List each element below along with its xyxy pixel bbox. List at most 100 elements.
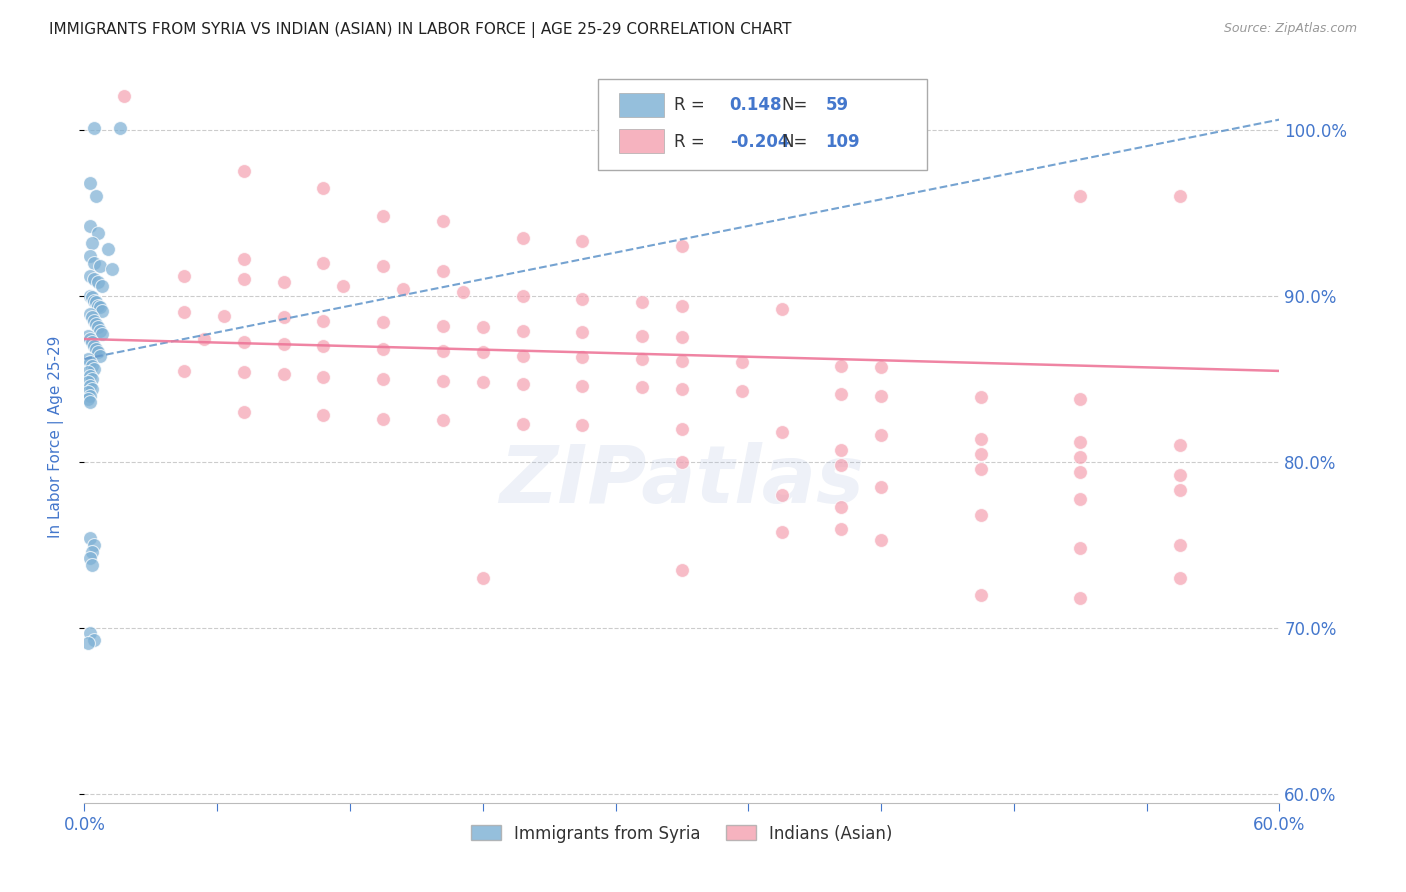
Point bbox=[432, 374, 454, 388]
Point bbox=[432, 318, 454, 333]
Point bbox=[970, 508, 993, 523]
Point bbox=[83, 314, 105, 328]
Point bbox=[1168, 438, 1191, 452]
Point bbox=[870, 360, 893, 375]
Point bbox=[83, 120, 105, 135]
Point bbox=[671, 382, 693, 396]
Point bbox=[77, 385, 100, 400]
Point bbox=[1069, 465, 1091, 479]
Point bbox=[273, 276, 295, 290]
Point bbox=[671, 563, 693, 577]
Point bbox=[631, 380, 654, 394]
Point bbox=[830, 387, 852, 401]
Point bbox=[212, 309, 235, 323]
Point bbox=[193, 332, 215, 346]
Point bbox=[373, 412, 395, 426]
Point bbox=[571, 234, 593, 248]
Point bbox=[830, 359, 852, 373]
Point bbox=[512, 289, 534, 303]
Point bbox=[512, 417, 534, 431]
Point bbox=[173, 268, 195, 283]
Point bbox=[471, 375, 494, 389]
Text: ZIPatlas: ZIPatlas bbox=[499, 442, 865, 520]
Point bbox=[671, 239, 693, 253]
Text: R =: R = bbox=[673, 96, 710, 114]
Point bbox=[432, 413, 454, 427]
Point bbox=[79, 551, 101, 566]
Text: Source: ZipAtlas.com: Source: ZipAtlas.com bbox=[1223, 22, 1357, 36]
Point bbox=[273, 367, 295, 381]
Point bbox=[770, 425, 793, 439]
Point bbox=[77, 351, 100, 366]
Point bbox=[373, 259, 395, 273]
Point bbox=[173, 363, 195, 377]
Point bbox=[79, 368, 101, 383]
Point bbox=[232, 335, 254, 350]
Point bbox=[1069, 541, 1091, 556]
Point bbox=[970, 432, 993, 446]
Point bbox=[1168, 483, 1191, 498]
Point bbox=[79, 289, 101, 303]
Point bbox=[83, 255, 105, 269]
Point bbox=[1168, 468, 1191, 483]
Point bbox=[432, 343, 454, 358]
Point bbox=[79, 378, 101, 392]
Point bbox=[970, 447, 993, 461]
Point bbox=[830, 521, 852, 535]
Point bbox=[870, 428, 893, 442]
Point bbox=[631, 295, 654, 310]
Point bbox=[87, 345, 110, 359]
Point bbox=[86, 342, 108, 356]
Point bbox=[1069, 189, 1091, 203]
Text: N=: N= bbox=[782, 133, 807, 151]
Point bbox=[77, 365, 100, 379]
Point bbox=[83, 338, 105, 352]
Point bbox=[83, 362, 105, 376]
Point bbox=[671, 330, 693, 344]
Point bbox=[79, 388, 101, 402]
Point bbox=[273, 310, 295, 325]
Point bbox=[312, 338, 335, 352]
Point bbox=[87, 299, 110, 313]
Point bbox=[830, 443, 852, 458]
Point bbox=[86, 317, 108, 331]
Point bbox=[392, 282, 415, 296]
Point bbox=[87, 320, 110, 334]
Point bbox=[79, 268, 101, 283]
Point bbox=[89, 301, 111, 315]
Point bbox=[79, 307, 101, 321]
Point bbox=[77, 636, 100, 650]
Point bbox=[79, 532, 101, 546]
Point bbox=[82, 558, 104, 573]
Bar bbox=[619, 94, 664, 118]
Point bbox=[970, 461, 993, 475]
Point bbox=[671, 422, 693, 436]
Point bbox=[110, 120, 132, 135]
Point bbox=[870, 388, 893, 402]
Point bbox=[870, 480, 893, 494]
Point bbox=[471, 345, 494, 359]
Point bbox=[82, 382, 104, 396]
Point bbox=[373, 315, 395, 329]
Point bbox=[571, 351, 593, 365]
Point bbox=[1168, 189, 1191, 203]
Point bbox=[373, 372, 395, 386]
Point bbox=[89, 349, 111, 363]
Point bbox=[512, 324, 534, 338]
Point bbox=[1168, 538, 1191, 552]
Point bbox=[89, 324, 111, 338]
Point bbox=[830, 500, 852, 514]
Point bbox=[312, 314, 335, 328]
Point bbox=[671, 353, 693, 368]
Bar bbox=[619, 129, 664, 153]
Point bbox=[1168, 571, 1191, 585]
Point bbox=[512, 349, 534, 363]
Point bbox=[671, 455, 693, 469]
Text: 0.148: 0.148 bbox=[730, 96, 782, 114]
Point bbox=[471, 571, 494, 585]
Text: R =: R = bbox=[673, 133, 710, 151]
Point bbox=[1069, 591, 1091, 606]
Point bbox=[273, 337, 295, 351]
Point bbox=[312, 370, 335, 384]
Point bbox=[631, 351, 654, 366]
